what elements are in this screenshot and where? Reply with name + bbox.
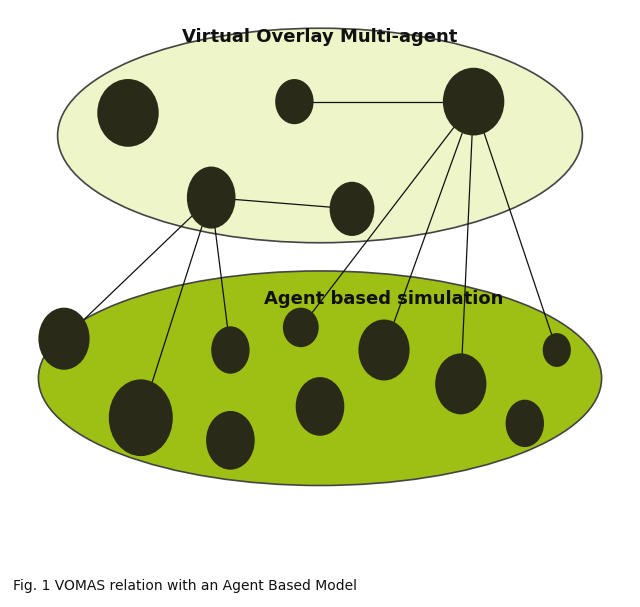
Ellipse shape [358, 319, 410, 381]
Ellipse shape [58, 28, 582, 243]
Ellipse shape [283, 308, 319, 347]
Text: Virtual Overlay Multi-agent: Virtual Overlay Multi-agent [182, 28, 458, 46]
Ellipse shape [38, 271, 602, 486]
Ellipse shape [275, 79, 314, 124]
Ellipse shape [38, 308, 90, 370]
Ellipse shape [435, 353, 486, 415]
Ellipse shape [109, 379, 173, 456]
Text: Agent based simulation: Agent based simulation [264, 290, 504, 308]
Ellipse shape [296, 377, 344, 436]
Ellipse shape [330, 181, 374, 236]
Ellipse shape [443, 68, 504, 135]
Ellipse shape [97, 79, 159, 147]
Ellipse shape [506, 399, 544, 447]
Ellipse shape [187, 166, 236, 229]
Text: Fig. 1 VOMAS relation with an Agent Based Model: Fig. 1 VOMAS relation with an Agent Base… [13, 578, 357, 593]
Ellipse shape [211, 327, 250, 374]
Ellipse shape [543, 333, 571, 367]
Ellipse shape [206, 411, 255, 470]
